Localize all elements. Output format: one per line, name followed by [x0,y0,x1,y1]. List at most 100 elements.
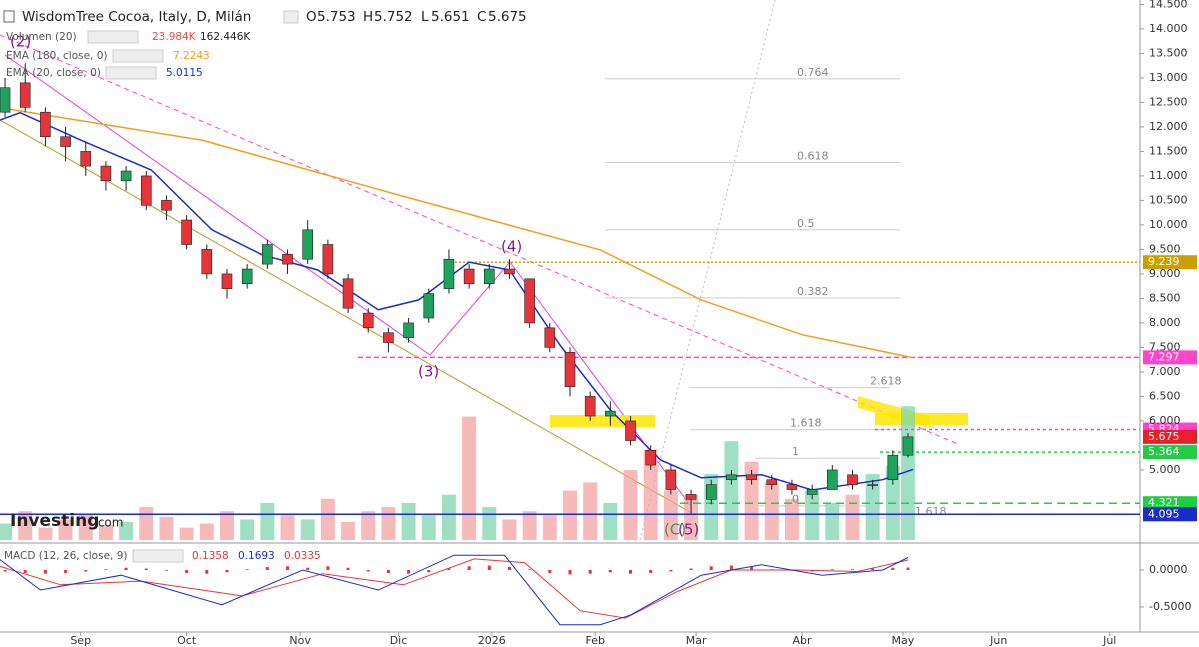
macd-histogram-bar [871,568,875,571]
volume-bar [441,494,456,540]
candle-body [262,244,273,265]
macd-value: 0.1693 [238,550,275,562]
volume-bar [320,498,335,540]
macd-histogram-bar [225,570,229,573]
volume-average: 23.984K [152,31,197,43]
candle-body [19,82,31,108]
ohlc-label: L [421,9,429,25]
candle-body [302,229,313,260]
drawings [0,0,1199,633]
volume-bar [583,482,598,540]
candle-body [403,322,414,338]
candle-body [201,249,213,275]
y-tick-label: 14.500 [1149,0,1188,10]
indicator-value: 7.2243 [173,50,210,62]
candle-body [383,332,394,343]
volume-bar [684,494,699,540]
volume-bar [240,519,255,540]
plot: 0.764 0.618 0.5 0.382 2.618 1.618 1 0 1.618 [0,63,1140,626]
settings-icon[interactable] [283,10,299,24]
candle-body [685,494,697,500]
legend-icons[interactable] [87,30,139,44]
x-tick-label: Nov [289,634,311,647]
candle-body [605,410,616,417]
macd-histogram-bar [104,569,108,571]
macd-histogram-bar [608,570,612,573]
volume-bar [58,519,73,540]
wave-label: (C) [664,521,686,539]
ema-line [0,111,914,491]
macd-histogram-bar [467,566,471,571]
volume-bar [522,511,537,540]
y-tick-label: 8.500 [1149,291,1181,304]
candle-body [342,278,354,309]
wave-label: (4) [501,238,522,256]
volume-bar [0,523,13,540]
y-tick-label: 13.000 [1149,71,1188,84]
ohlc-label: C [477,9,486,25]
y-tick-label: 12.000 [1149,120,1188,133]
x-tick-label: Mar [686,634,707,647]
macd-histogram-bar [891,567,895,571]
y-tick-label: 9.000 [1149,267,1181,280]
volume-bar [623,470,638,540]
volume-bar [845,494,860,540]
macd-histogram-bar [185,570,189,573]
y-tick-label: 10.500 [1149,193,1188,206]
price-label: 5.364 [1148,445,1180,458]
wave-line [4,54,691,506]
indicator-legend: EMA (20, close, 0) [6,67,101,79]
x-tick-label: 2026 [478,634,506,647]
candle-body [0,87,11,113]
y-tick-label: 7.000 [1149,365,1181,378]
price-label: 9.239 [1148,255,1180,268]
candle-body [40,111,51,138]
volume-bar [764,482,779,540]
macd-histogram-bar [3,570,7,572]
macd-histogram-bar [588,570,592,574]
candle-body [746,474,757,481]
volume-bar [542,515,557,540]
volume-bar [401,502,416,540]
volume-bar [199,523,214,540]
candle-body [504,268,515,275]
candle-body [726,474,737,481]
macd-histogram-bar [64,570,68,573]
macd-signal-line [0,558,909,619]
volume-bar [462,416,477,540]
x-tick-label: Abr [793,634,813,647]
ohlc-value: 5.753 [317,9,356,25]
legend-icons[interactable] [105,66,157,80]
macd-histogram-bar [750,567,754,571]
menu-icon[interactable] [3,10,15,23]
price-label-box [1143,507,1197,522]
macd-histogram-bar [306,567,310,571]
volume-bar [98,525,113,540]
candle-body [665,469,677,490]
volume-bar [663,490,678,540]
volume-bar [78,515,93,540]
macd-histogram-bar [528,569,532,571]
legend-icons[interactable] [112,49,164,63]
candle-body [362,312,374,329]
macd-histogram-bar [487,565,491,571]
volume-bar [502,519,517,540]
macd-histogram-bar [568,570,572,575]
candle-body [847,474,858,485]
ohlc-value: 5.675 [488,9,527,25]
volume-legend: Volumen (20) [6,31,77,43]
price-label-box [1143,445,1197,460]
fib-label: 1 [792,445,799,458]
volume-bar [724,441,739,540]
volume-bar [643,449,658,540]
x-tick-label: Jun [989,634,1007,647]
price-label: 5.675 [1148,430,1180,443]
price-label-box [1143,350,1197,365]
macd-histogram-bar [326,566,330,571]
volume-bar [18,511,33,540]
macd-histogram-bar [427,570,431,573]
price-label: 4.095 [1148,507,1180,520]
legend-icons[interactable] [132,549,184,563]
candle-body [80,151,92,167]
macd-histogram-bar [649,570,653,573]
